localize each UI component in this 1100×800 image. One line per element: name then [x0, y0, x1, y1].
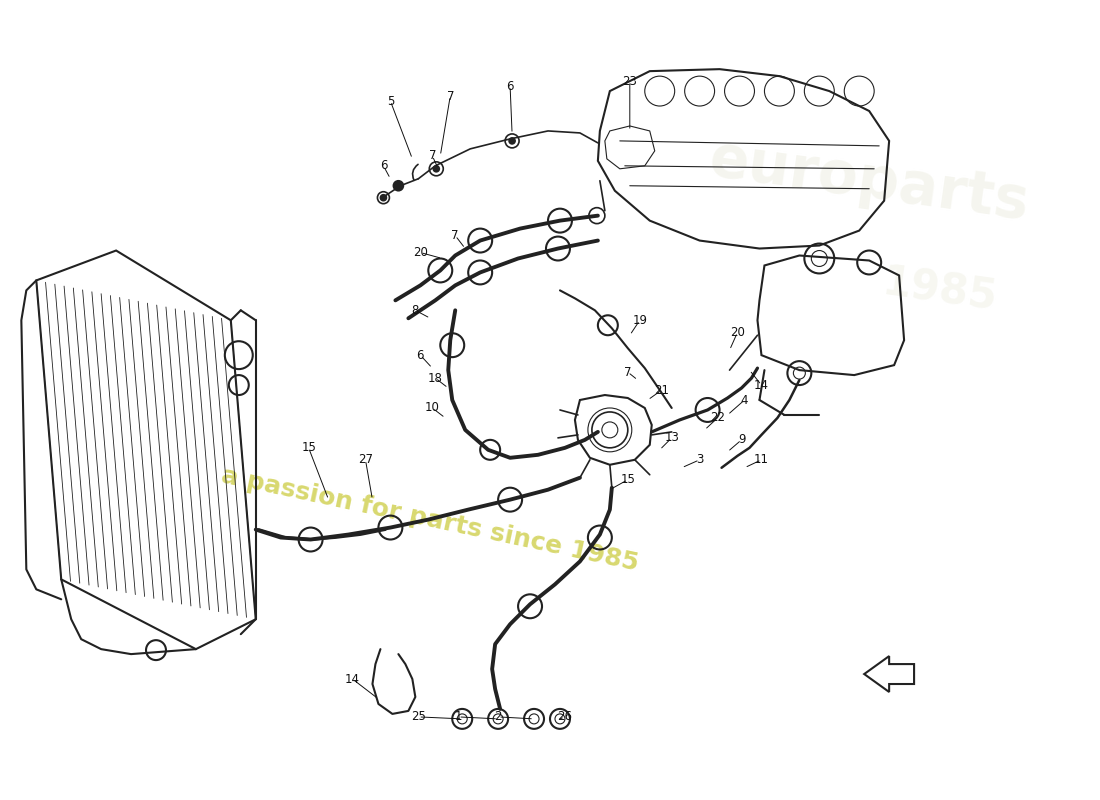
Text: 1: 1	[454, 710, 462, 723]
Text: 27: 27	[358, 454, 373, 466]
Text: 11: 11	[754, 454, 769, 466]
Text: 7: 7	[429, 150, 436, 162]
Text: 15: 15	[620, 474, 635, 486]
Text: 7: 7	[447, 90, 454, 102]
Text: 7: 7	[624, 366, 631, 378]
Text: 20: 20	[730, 326, 745, 338]
Text: 1985: 1985	[879, 262, 999, 319]
Text: 6: 6	[379, 159, 387, 172]
Text: 9: 9	[738, 434, 746, 446]
Text: 14: 14	[754, 378, 769, 391]
Text: 26: 26	[558, 710, 572, 723]
Text: 7: 7	[451, 229, 459, 242]
Text: 19: 19	[632, 314, 647, 326]
Circle shape	[381, 194, 386, 201]
Circle shape	[433, 166, 439, 172]
Text: 8: 8	[411, 304, 419, 317]
Text: 6: 6	[506, 79, 514, 93]
Circle shape	[394, 181, 404, 190]
Text: 13: 13	[664, 431, 679, 444]
Polygon shape	[865, 656, 914, 692]
Text: 6: 6	[417, 349, 425, 362]
Text: 25: 25	[411, 710, 426, 723]
Text: 22: 22	[711, 411, 725, 425]
Text: 21: 21	[654, 383, 669, 397]
Text: 3: 3	[696, 454, 703, 466]
Text: a passion for parts since 1985: a passion for parts since 1985	[219, 463, 641, 576]
Text: 2: 2	[494, 710, 502, 723]
Text: 23: 23	[623, 74, 637, 88]
Text: 4: 4	[740, 394, 748, 406]
Text: 15: 15	[301, 442, 316, 454]
Text: 20: 20	[412, 246, 428, 259]
Text: 5: 5	[387, 94, 394, 107]
Text: 14: 14	[345, 673, 360, 686]
Text: 18: 18	[428, 371, 442, 385]
Circle shape	[509, 138, 515, 144]
Text: europarts: europarts	[705, 130, 1033, 231]
Text: 10: 10	[425, 402, 440, 414]
